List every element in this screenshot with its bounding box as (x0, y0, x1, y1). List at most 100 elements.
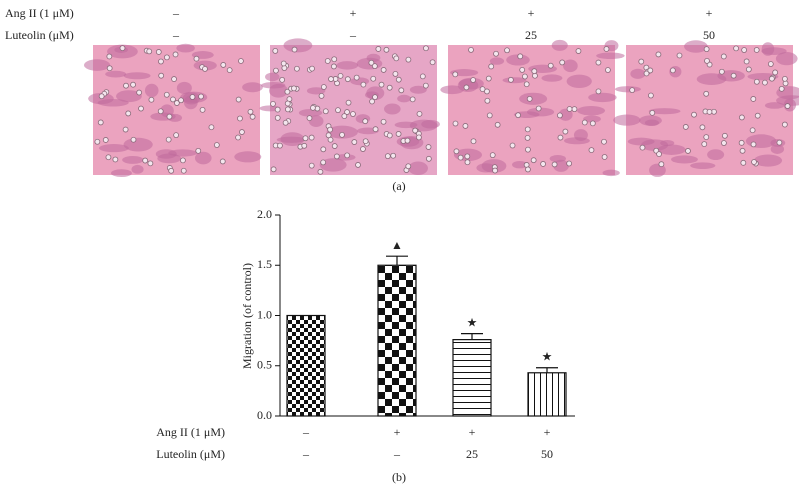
pore (685, 148, 691, 154)
pore (638, 58, 645, 65)
cell (761, 42, 775, 56)
pore (306, 115, 313, 122)
pore (743, 58, 750, 65)
pore (208, 124, 215, 131)
pore (158, 58, 164, 65)
pore (173, 100, 180, 106)
pore (603, 46, 610, 52)
pore (486, 112, 493, 119)
error-bar (536, 367, 558, 373)
pore (202, 66, 208, 72)
pore (330, 63, 337, 70)
pore (351, 139, 358, 145)
pore (318, 92, 325, 99)
cell (588, 92, 617, 103)
significance-mark: ▲ (391, 238, 403, 252)
cell (265, 72, 280, 82)
cell (144, 83, 159, 98)
pore (452, 120, 459, 127)
pore (384, 153, 391, 160)
cell (526, 107, 555, 117)
pore (301, 142, 308, 149)
pore (416, 134, 422, 141)
pore (706, 108, 713, 115)
pore (335, 107, 341, 114)
pore (284, 100, 291, 107)
pore (368, 59, 375, 66)
pore (317, 168, 324, 175)
pore (274, 115, 281, 121)
condition-label: – (393, 447, 401, 461)
cell (519, 92, 548, 105)
condition-label: – (172, 28, 180, 42)
cell (670, 155, 698, 164)
condition-label: 50 (703, 28, 715, 42)
pore (226, 67, 233, 74)
pore (740, 159, 747, 166)
pore (643, 70, 650, 77)
condition-label: – (302, 425, 310, 439)
pore (762, 79, 768, 86)
pore (484, 88, 490, 95)
cell (234, 151, 262, 163)
pore (749, 127, 756, 134)
pore (699, 124, 706, 131)
pore (718, 68, 725, 75)
pore (404, 137, 411, 144)
pore (562, 128, 569, 135)
pore (721, 140, 727, 146)
pore (353, 74, 360, 81)
cell (690, 162, 716, 169)
pore (778, 85, 785, 92)
condition-label: + (706, 6, 713, 20)
row-label: Luteolin (μM) (5, 28, 74, 42)
pore (327, 126, 334, 133)
pore (575, 48, 582, 54)
cell (506, 54, 530, 66)
pore (320, 159, 327, 166)
pore (322, 108, 329, 115)
pore (291, 85, 297, 92)
pore (730, 72, 737, 79)
pore (163, 54, 170, 61)
pore (130, 81, 136, 88)
pore (494, 121, 501, 128)
pore (595, 88, 602, 95)
pore (239, 129, 245, 135)
pore (519, 67, 526, 73)
cell (116, 90, 142, 103)
pore (146, 48, 153, 55)
pore (530, 157, 537, 164)
pore (270, 100, 276, 107)
pore (158, 72, 165, 79)
pore (112, 156, 119, 163)
pore (704, 58, 710, 64)
pore (559, 59, 566, 66)
pore (178, 97, 184, 104)
pore (370, 75, 377, 82)
pore (515, 112, 522, 119)
pore (655, 51, 662, 58)
pore (380, 118, 387, 125)
pore (138, 105, 144, 112)
pore (691, 111, 697, 118)
cell (319, 158, 347, 172)
pore (98, 93, 105, 100)
pore (195, 147, 202, 154)
pore (380, 67, 387, 73)
pore (166, 113, 173, 120)
pore (165, 136, 172, 143)
pore (383, 46, 390, 53)
cell (384, 103, 401, 115)
pore (123, 82, 129, 89)
pore (102, 137, 109, 143)
pore (371, 63, 378, 70)
pore (279, 76, 286, 83)
pore (463, 84, 470, 91)
pore (386, 84, 393, 91)
pore (504, 47, 510, 54)
cell (409, 85, 427, 94)
pore (419, 73, 426, 80)
pore (324, 58, 331, 64)
